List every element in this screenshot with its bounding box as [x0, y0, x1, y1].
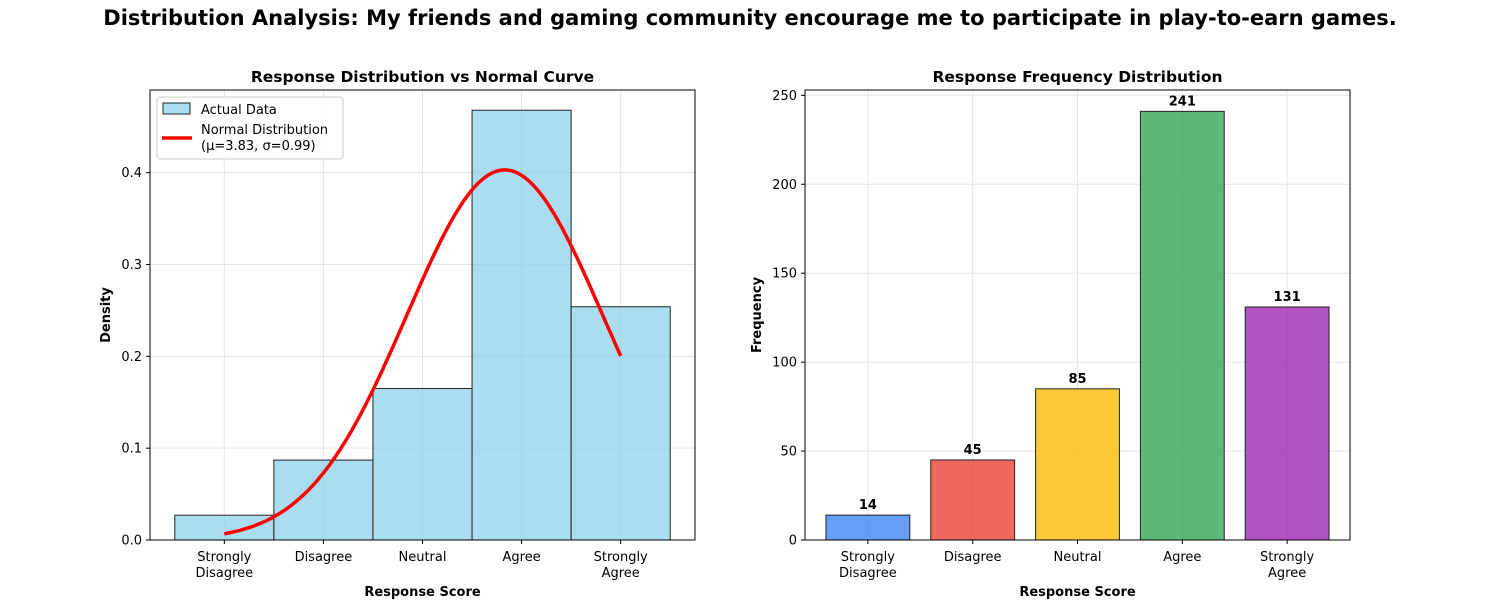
- legend-swatch-histogram: [162, 102, 191, 115]
- histogram-bar: [570, 306, 671, 541]
- x-tick-label: Strongly Agree: [1260, 550, 1314, 581]
- figure-title: Distribution Analysis: My friends and ga…: [103, 6, 1397, 30]
- histogram-bar: [174, 514, 275, 541]
- bar-data-label: 131: [1274, 290, 1301, 305]
- legend-box: [156, 96, 344, 160]
- x-tick-label: Strongly Disagree: [195, 550, 253, 581]
- y-tick-label: 0.3: [121, 258, 142, 273]
- y-tick-label: 100: [772, 356, 797, 371]
- x-tick-label: Disagree: [295, 550, 353, 565]
- frequency-bar: [1139, 110, 1225, 541]
- legend-label-normal: Normal Distribution (μ=3.83, σ=0.99): [201, 123, 328, 154]
- x-tick-label: Neutral: [399, 550, 447, 565]
- histogram-bar: [471, 109, 572, 541]
- x-axis-label: Response Score: [1019, 585, 1136, 600]
- chart-title: Response Distribution vs Normal Curve: [251, 68, 594, 86]
- normal-curve-line: [223, 168, 623, 536]
- frequency-bar: [930, 459, 1016, 541]
- x-tick-label: Agree: [1163, 550, 1201, 565]
- x-tick-label: Disagree: [944, 550, 1002, 565]
- y-tick-label: 150: [772, 267, 797, 282]
- y-tick-label: 0: [789, 534, 797, 549]
- y-tick-label: 200: [772, 178, 797, 193]
- bar-data-label: 45: [964, 443, 982, 458]
- frequency-bar: [825, 514, 911, 541]
- left-chart-histogram: 0.0 0.1 0.2 0.3 0.4 Strongly Disagree Disagree N…: [99, 68, 696, 600]
- histogram-bar: [372, 387, 473, 541]
- y-axis-label: Density: [99, 287, 114, 343]
- bar-data-label: 14: [859, 498, 877, 513]
- legend: Actual Data Normal Distribution (μ=3.83, σ…: [156, 96, 344, 160]
- x-tick-label: Strongly Agree: [594, 550, 648, 581]
- bar-data-label: 85: [1068, 372, 1086, 387]
- frequency-bar: [1244, 306, 1330, 541]
- y-tick-label: 0.2: [121, 350, 142, 365]
- bar-data-label: 241: [1169, 94, 1196, 109]
- y-tick-label: 250: [772, 89, 797, 104]
- y-axis-label: Frequency: [750, 276, 765, 353]
- y-tick-label: 0.1: [121, 442, 142, 457]
- y-tick-label: 0.0: [121, 534, 142, 549]
- y-tick-label: 0.4: [121, 166, 142, 181]
- right-chart-frequency-bars: 14 45 85 241 131 0 50 100 150 200 250 Strongly Disag…: [750, 68, 1351, 600]
- y-tick-label: 50: [780, 445, 797, 460]
- x-tick-label: Neutral: [1054, 550, 1102, 565]
- x-tick-label: Agree: [502, 550, 540, 565]
- frequency-bar: [1035, 388, 1120, 541]
- x-axis-label: Response Score: [364, 585, 481, 600]
- x-tick-label: Strongly Disagree: [839, 550, 897, 581]
- chart-title: Response Frequency Distribution: [932, 68, 1222, 86]
- legend-label-histogram: Actual Data: [201, 103, 277, 118]
